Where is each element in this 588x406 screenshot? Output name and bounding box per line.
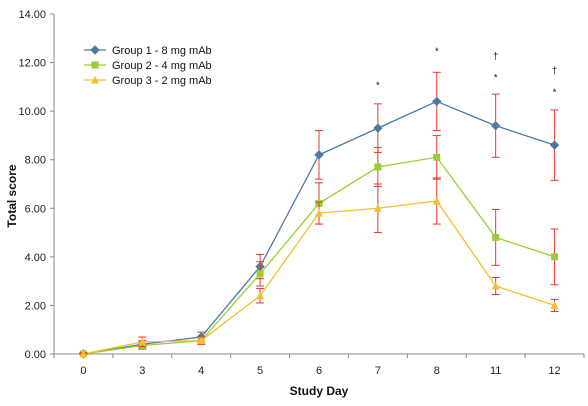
y-tick-label: 8.00 xyxy=(25,155,46,167)
y-tick-label: 4.00 xyxy=(25,252,46,264)
annotation-label: † xyxy=(493,51,499,62)
y-tick-label: 2.00 xyxy=(25,300,46,312)
data-point xyxy=(490,121,501,131)
y-axis-ticks: 0.00 2.00 4.00 6.00 8.00 10.00 12.00 14.00 xyxy=(18,9,54,361)
legend-item-2: Group 2 - 4 mg mAb xyxy=(84,60,212,72)
data-point xyxy=(432,96,442,107)
x-tick-label: 3 xyxy=(139,365,145,377)
data-point xyxy=(314,150,324,160)
series-3 xyxy=(79,177,559,358)
x-tick-label: 12 xyxy=(548,365,560,377)
legend-marker xyxy=(90,45,100,55)
data-point xyxy=(492,233,500,241)
data-point xyxy=(373,123,383,133)
y-tick-label: 14.00 xyxy=(18,9,46,21)
x-tick-label: 11 xyxy=(490,365,501,377)
data-point xyxy=(374,163,382,171)
x-tick-label: 4 xyxy=(198,365,204,377)
x-tick-label: 6 xyxy=(316,365,322,377)
x-tick-label: 0 xyxy=(80,365,86,377)
y-tick-label: 10.00 xyxy=(18,106,46,118)
x-tick-label: 7 xyxy=(375,365,381,377)
legend-marker xyxy=(91,61,99,69)
x-tick-label: 5 xyxy=(257,365,263,377)
annotation-label: * xyxy=(376,80,380,91)
legend-item-1: Group 1 - 8 mg mAb xyxy=(84,45,212,57)
data-point xyxy=(373,204,382,212)
legend-label: Group 2 - 4 mg mAb xyxy=(112,60,212,72)
x-axis-ticks: 0 3 4 5 6 7 8 11 12 xyxy=(53,354,585,377)
legend-label: Group 3 - 2 mg mAb xyxy=(112,75,212,87)
data-point xyxy=(550,301,559,309)
legend-item-3: Group 3 - 2 mg mAb xyxy=(84,75,212,87)
data-point xyxy=(491,282,500,290)
legend-label: Group 1 - 8 mg mAb xyxy=(112,45,212,57)
y-tick-label: 0.00 xyxy=(25,349,46,361)
data-point xyxy=(79,350,88,358)
annotation-label: * xyxy=(553,88,557,99)
y-tick-label: 12.00 xyxy=(18,58,46,70)
significance-annotations: * * * † * † xyxy=(376,46,557,98)
series-layer xyxy=(78,71,560,359)
x-axis-title: Study Day xyxy=(290,384,349,398)
axes xyxy=(53,14,584,355)
annotation-label: † xyxy=(552,66,558,77)
legend: Group 1 - 8 mg mAb Group 2 - 4 mg mAb Grou… xyxy=(84,45,212,87)
y-tick-label: 6.00 xyxy=(25,203,46,215)
x-tick-label: 8 xyxy=(434,365,440,377)
data-point xyxy=(433,153,441,161)
data-point xyxy=(138,337,147,346)
annotation-label: * xyxy=(435,46,439,57)
data-point xyxy=(256,270,264,278)
y-axis-title: Total score xyxy=(5,164,19,227)
data-point xyxy=(432,197,441,205)
data-point xyxy=(549,140,560,150)
data-point xyxy=(197,336,206,345)
data-point xyxy=(256,291,265,300)
data-point xyxy=(551,253,559,261)
data-point xyxy=(315,209,323,217)
legend-marker xyxy=(91,76,99,84)
annotation-label: * xyxy=(494,73,498,84)
